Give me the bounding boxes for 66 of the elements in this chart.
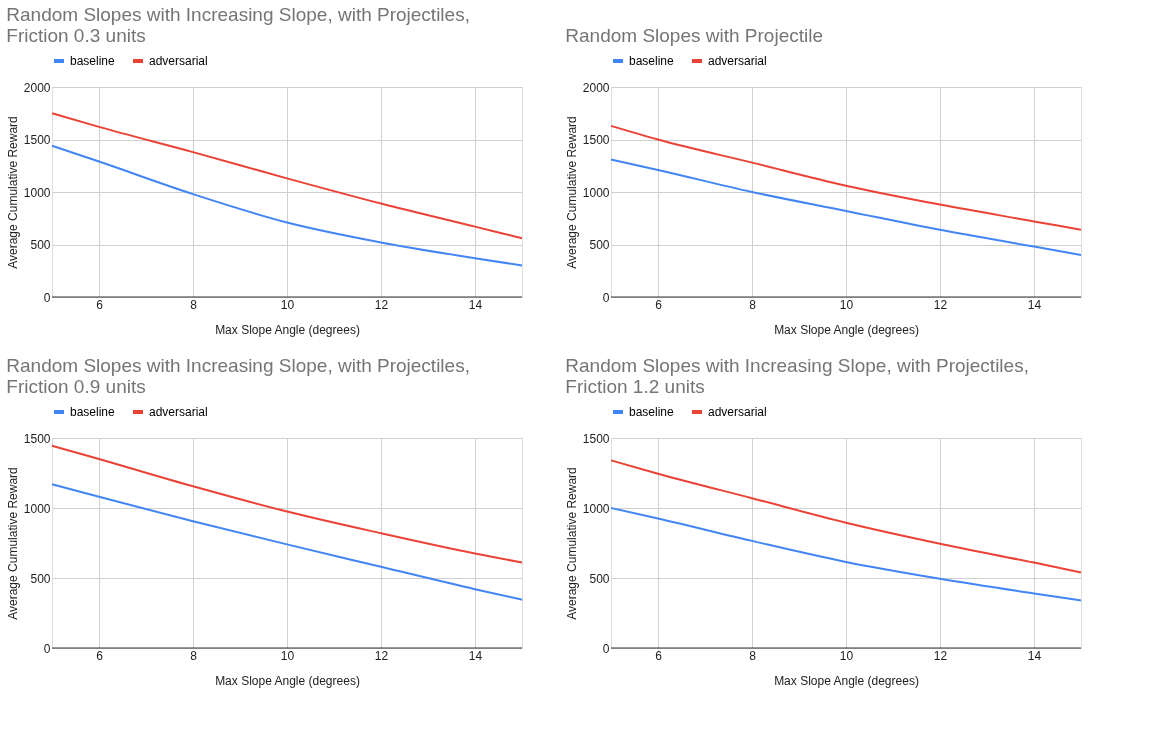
x-tick-label: 14 — [468, 648, 483, 663]
y-axis-title: Average Cumulative Reward — [564, 467, 579, 620]
y-tick-label: 1500 — [23, 133, 51, 147]
x-tick-label: 10 — [839, 297, 854, 312]
y-tick-label: 1500 — [582, 431, 610, 446]
x-tick-label: 14 — [1027, 297, 1042, 312]
y-tick-label: 2000 — [582, 80, 610, 95]
chart-title: Random Slopes with Increasing Slope, with Projectiles, Friction 0.3 units — [6, 4, 470, 46]
y-tick-label: 0 — [43, 290, 51, 305]
x-axis-title: Max Slope Angle (degrees) — [215, 322, 360, 337]
y-tick-label: 500 — [30, 238, 51, 252]
x-tick-label: 6 — [96, 648, 104, 663]
legend-label: adversarial — [149, 54, 208, 68]
line-series — [51, 444, 523, 564]
y-tick-label: 1000 — [23, 185, 51, 200]
x-tick-label: 8 — [749, 648, 757, 663]
x-axis-title: Max Slope Angle (degrees) — [215, 673, 360, 688]
y-tick-label: 1000 — [582, 185, 610, 200]
line-series — [610, 124, 1082, 231]
chart-title: Random Slopes with Increasing Slope, with Projectiles, Friction 1.2 units — [565, 355, 1029, 397]
y-tick-label: 0 — [43, 641, 51, 656]
line-series — [51, 112, 523, 240]
x-tick-label: 12 — [374, 648, 389, 663]
x-tick-label: 6 — [96, 297, 104, 312]
legend-label: baseline — [629, 54, 675, 68]
x-axis-title: Max Slope Angle (degrees) — [774, 322, 919, 337]
legend-label: adversarial — [708, 54, 767, 68]
y-tick-label: 500 — [30, 571, 51, 586]
y-tick-label: 0 — [602, 641, 610, 656]
y-tick-label: 1000 — [582, 501, 610, 516]
y-axis-title: Average Cumulative Reward — [5, 467, 20, 620]
x-tick-label: 10 — [839, 648, 854, 663]
x-tick-label: 6 — [655, 297, 663, 312]
line-series — [610, 459, 1082, 574]
y-tick-label: 500 — [589, 238, 610, 252]
chart-title: Random Slopes with Projectile — [565, 25, 823, 46]
y-axis-title: Average Cumulative Reward — [5, 116, 20, 269]
chart-title: Random Slopes with Increasing Slope, with Projectiles, Friction 0.9 units — [6, 355, 470, 397]
legend-label: adversarial — [149, 405, 208, 419]
y-tick-label: 500 — [589, 571, 610, 586]
x-tick-label: 12 — [374, 297, 389, 312]
legend-label: adversarial — [708, 405, 767, 419]
line-series — [610, 158, 1082, 256]
line-series — [610, 507, 1082, 602]
x-axis-title: Max Slope Angle (degrees) — [774, 673, 919, 688]
legend-label: baseline — [629, 405, 675, 419]
x-tick-label: 10 — [280, 648, 295, 663]
y-tick-label: 1500 — [23, 431, 51, 446]
x-tick-label: 14 — [468, 297, 483, 312]
x-tick-label: 6 — [655, 648, 663, 663]
y-tick-label: 1000 — [23, 501, 51, 516]
line-series — [51, 144, 523, 267]
y-axis-title: Average Cumulative Reward — [564, 116, 579, 269]
line-series — [51, 483, 523, 601]
legend-label: baseline — [70, 54, 116, 68]
legend-label: baseline — [70, 405, 116, 419]
x-tick-label: 12 — [933, 297, 948, 312]
x-tick-label: 10 — [280, 297, 295, 312]
y-tick-label: 1500 — [582, 133, 610, 147]
x-tick-label: 8 — [749, 297, 757, 312]
x-tick-label: 8 — [190, 648, 198, 663]
y-tick-label: 2000 — [23, 80, 51, 95]
x-tick-label: 8 — [190, 297, 198, 312]
x-tick-label: 14 — [1027, 648, 1042, 663]
y-tick-label: 0 — [602, 290, 610, 305]
x-tick-label: 12 — [933, 648, 948, 663]
